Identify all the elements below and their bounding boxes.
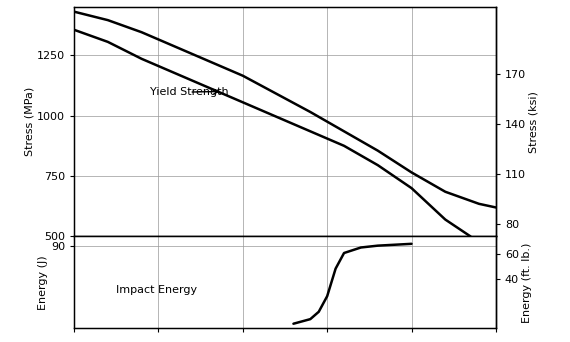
Y-axis label: Stress (ksi): Stress (ksi) [529, 91, 539, 153]
Text: Yield Strength: Yield Strength [150, 87, 229, 97]
Text: Impact Energy: Impact Energy [116, 286, 197, 295]
Y-axis label: Energy (J): Energy (J) [38, 255, 48, 310]
Y-axis label: Stress (MPa): Stress (MPa) [24, 87, 34, 156]
Y-axis label: Energy (ft. lb.): Energy (ft. lb.) [522, 242, 532, 323]
